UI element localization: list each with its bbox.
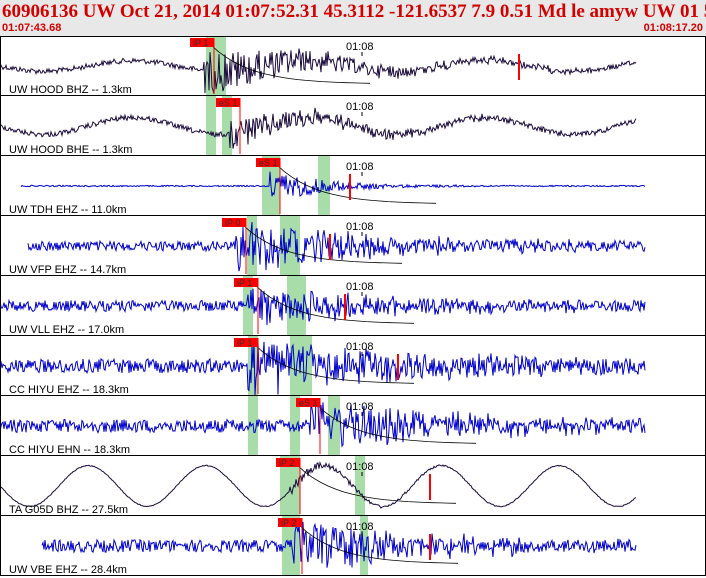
waveform-trace: [27, 221, 646, 272]
time-tick-label: 01:08: [346, 281, 374, 293]
theoretical-curve: [253, 343, 415, 384]
phase-pick-label: eS 1: [259, 158, 278, 168]
phase-pick-box[interactable]: [278, 518, 302, 527]
pick-window-band: [206, 96, 216, 156]
phase-pick-box[interactable]: [256, 158, 280, 167]
channel-label: UW VLL EHZ -- 17.0km: [9, 324, 124, 336]
waveform-trace: [0, 48, 637, 95]
time-tick-label: 01:08: [346, 101, 374, 113]
seismogram-panel[interactable]: iP 2 01:08 UW VBE EHZ -- 28.4km: [0, 516, 706, 576]
phase-pick-box[interactable]: [276, 458, 300, 467]
seismogram-panel[interactable]: iP 2 01:08 TA G05D BHZ -- 27.5km: [0, 456, 706, 516]
phase-pick-label: iP 2: [281, 518, 296, 528]
pick-window-band: [282, 516, 292, 576]
pick-window-band: [290, 336, 300, 396]
channel-label: CC HIYU EHZ -- 18.3km: [9, 384, 129, 396]
seismogram-traces[interactable]: iP 1 01:08 UW HOOD BHZ -- 1.3km eS 1 01:08 UW…: [0, 36, 706, 578]
waveform-trace: [0, 398, 646, 448]
seismogram-panel[interactable]: eS 1 01:08 UW HOOD BHE -- 1.3km: [0, 96, 706, 156]
time-tick-label: 01:08: [346, 221, 374, 233]
pick-window-band: [243, 276, 253, 336]
phase-pick-box[interactable]: [222, 218, 246, 227]
time-tick-label: 01:08: [346, 161, 374, 173]
phase-pick-label: iP 0: [225, 218, 240, 228]
waveform-trace: [20, 171, 646, 197]
pick-window-band: [280, 456, 290, 516]
waveform-trace: [41, 521, 637, 568]
pick-window-band: [287, 276, 297, 336]
phase-pick-box[interactable]: [190, 38, 214, 47]
theoretical-curve: [295, 463, 457, 504]
waveform-trace: [0, 339, 646, 396]
phase-pick-label: iP 1: [193, 38, 208, 48]
theoretical-curve: [209, 43, 371, 84]
pick-window-band: [216, 36, 226, 96]
pick-window-band: [222, 96, 232, 156]
phase-pick-box[interactable]: [296, 398, 320, 407]
phase-pick-label: iP 1: [237, 278, 252, 288]
waveform-trace: [0, 288, 646, 326]
pick-window-band: [328, 396, 340, 456]
channel-label: UW VBE EHZ -- 28.4km: [9, 564, 127, 576]
channel-label: TA G05D BHZ -- 27.5km: [9, 504, 128, 516]
channel-label: UW HOOD BHZ -- 1.3km: [9, 84, 132, 96]
seismogram-panel[interactable]: iP 1 01:08 CC HIYU EHZ -- 18.3km: [0, 336, 706, 396]
seismogram-panel[interactable]: iP 1 01:08 UW VLL EHZ -- 17.0km: [0, 276, 706, 336]
phase-pick-label: iP 2: [279, 458, 294, 468]
seismogram-panel[interactable]: iP 0 01:08 UW VFP EHZ -- 14.7km: [0, 216, 706, 276]
waveform-trace: [0, 460, 637, 509]
phase-pick-label: iP 1: [237, 338, 252, 348]
channel-label: UW VFP EHZ -- 14.7km: [9, 264, 126, 276]
seismogram-panel[interactable]: eS 1 01:08 UW TDH EHZ -- 11.0km: [0, 156, 706, 216]
event-header-bar: 60906136 UW Oct 21, 2014 01:07:52.31 45.…: [0, 0, 706, 37]
pick-window-band: [280, 216, 290, 276]
event-title: 60906136 UW Oct 21, 2014 01:07:52.31 45.…: [2, 1, 706, 22]
time-tick-label: 01:08: [346, 521, 374, 533]
pick-window-band: [290, 396, 300, 456]
pick-window-band: [360, 516, 368, 576]
time-tick-label: 01:08: [346, 41, 374, 53]
phase-pick-label: eS 1: [299, 398, 318, 408]
phase-pick-label: eS 1: [219, 98, 238, 108]
time-tick-label: 01:08: [346, 461, 374, 473]
theoretical-curve: [275, 163, 437, 204]
waveform-trace: [0, 107, 637, 149]
window-start-time: 01:07:43.68: [2, 22, 62, 34]
pick-window-band: [290, 216, 300, 276]
time-tick-label: 01:08: [346, 401, 374, 413]
channel-label: UW TDH EHZ -- 11.0km: [9, 204, 127, 216]
theoretical-curve: [253, 283, 415, 324]
theoretical-curve: [241, 223, 403, 264]
phase-pick-box[interactable]: [216, 98, 240, 107]
theoretical-curve: [297, 523, 459, 564]
pick-window-band: [247, 216, 257, 276]
channel-label: UW HOOD BHE -- 1.3km: [9, 144, 132, 156]
seismogram-panel-stack[interactable]: iP 1 01:08 UW HOOD BHZ -- 1.3km eS 1 01:08 UW…: [0, 36, 706, 578]
pick-window-band: [355, 456, 365, 516]
time-tick-label: 01:08: [346, 341, 374, 353]
theoretical-curve: [315, 403, 477, 444]
seismogram-panel[interactable]: iP 1 01:08 UW HOOD BHZ -- 1.3km: [0, 36, 706, 96]
window-end-time: 01:08:17.20: [643, 22, 703, 34]
channel-label: CC HIYU EHN -- 18.3km: [9, 444, 130, 456]
phase-pick-box[interactable]: [234, 278, 258, 287]
phase-pick-box[interactable]: [234, 338, 258, 347]
seismogram-panel[interactable]: eS 1 01:08 CC HIYU EHN -- 18.3km: [0, 396, 706, 456]
